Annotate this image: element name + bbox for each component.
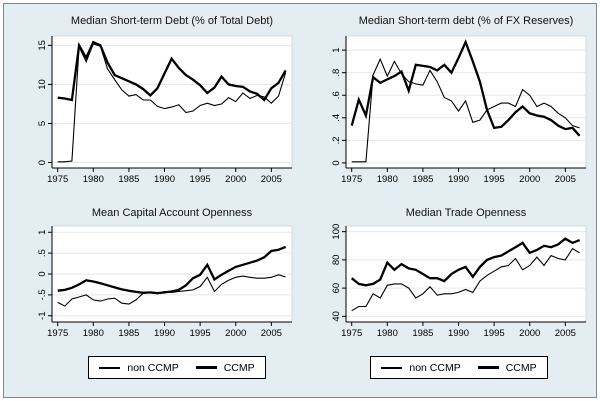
graph-area: Median Short-term Debt (% of Total Debt)… [3, 3, 597, 398]
x-tick-label: 1975 [341, 328, 362, 339]
x-tick-label: 2005 [555, 328, 576, 339]
chart-canvas: -1 -.5 0 .5 1 1975 1980 1985 1990 1995 2000 2005 [37, 225, 293, 339]
y-tick-label: 1 [37, 230, 48, 235]
x-tick-label: 1985 [118, 328, 139, 339]
legend-label-ccmp: CCMP [505, 361, 537, 374]
chart-plot-container: -1 -.5 0 .5 1 1975 1980 1985 1990 1995 2000 2005 [12, 222, 302, 349]
y-tick-label: 60 [331, 283, 342, 294]
x-tick-label: 2005 [555, 174, 576, 185]
series-line-non-ccmp [351, 247, 580, 312]
legend-line-thin-icon [99, 366, 121, 369]
x-tick-label: 2000 [519, 174, 540, 185]
chart-canvas: 0 5 10 15 1975 1980 1985 1990 1995 2000 2005 [37, 35, 293, 185]
y-tick-label: -1 [37, 312, 48, 320]
chart-median-short-term-debt-total: Median Short-term Debt (% of Total Debt)… [12, 12, 302, 203]
x-tick-label: 2000 [225, 328, 246, 339]
y-tick-label: 0 [37, 271, 48, 276]
x-tick-label: 1985 [412, 328, 433, 339]
chart-plot-container: 0 5 10 15 1975 1980 1985 1990 1995 2000 2005 [12, 30, 302, 203]
plot-area [345, 225, 587, 323]
x-tick-label: 1990 [154, 174, 175, 185]
x-tick-label: 1985 [118, 174, 139, 185]
x-tick-label: 1980 [377, 328, 398, 339]
chart-mean-capital-account-openness: Mean Capital Account Openness -1 -.5 0 .5 1 1… [12, 204, 302, 349]
series-line-ccmp [350, 39, 581, 137]
legend-left: non CCMP CCMP [88, 356, 266, 379]
x-tick-label: 1975 [47, 174, 68, 185]
legend-line-thick-icon [195, 366, 217, 369]
x-tick-label: 1990 [154, 328, 175, 339]
chart-canvas: 0 .2 .4 .6 .8 1 1975 1980 1985 1990 1995 2000 2005 [331, 35, 587, 185]
series-line-non-ccmp [351, 57, 580, 163]
x-tick-label: 1995 [190, 174, 211, 185]
x-tick-label: 1980 [377, 174, 398, 185]
chart-plot-container: 0 .2 .4 .6 .8 1 1975 1980 1985 1990 1995 2000 2005 [306, 30, 596, 203]
series-line-ccmp [350, 237, 581, 287]
chart-title: Median Short-term debt (% of FX Reserves… [358, 15, 574, 27]
chart-title: Mean Capital Account Openness [91, 207, 253, 219]
y-tick-label: 1 [331, 47, 342, 52]
x-tick-label: 1995 [484, 174, 505, 185]
y-tick-label: 10 [37, 79, 48, 90]
x-tick-label: 1995 [190, 328, 211, 339]
x-tick-label: 1975 [341, 174, 362, 185]
y-tick-label: .2 [331, 136, 342, 144]
y-tick-label: .6 [331, 91, 342, 99]
series-line-non-ccmp [57, 43, 287, 163]
y-tick-label: 100 [331, 224, 342, 240]
x-tick-label: 1995 [484, 328, 505, 339]
legend-line-thin-icon [381, 366, 403, 369]
y-tick-label: 0 [37, 160, 48, 165]
x-tick-label: 2005 [261, 328, 282, 339]
x-tick-label: 2005 [261, 174, 282, 185]
legend-label-non-ccmp: non CCMP [409, 361, 461, 374]
legend-label-ccmp: CCMP [223, 361, 255, 374]
legend-label-non-ccmp: non CCMP [127, 361, 179, 374]
legend-right: non CCMP CCMP [370, 356, 548, 379]
y-tick-label: .8 [331, 69, 342, 77]
y-tick-label: 0 [331, 160, 342, 165]
x-tick-label: 1990 [448, 328, 469, 339]
y-tick-label: .5 [37, 249, 48, 257]
x-tick-label: 1985 [412, 174, 433, 185]
chart-canvas: 40 60 80 100 1975 1980 1985 1990 1995 2000 2005 [331, 224, 587, 339]
y-tick-label: 80 [331, 255, 342, 266]
y-tick-label: 5 [37, 121, 48, 126]
x-tick-label: 1975 [47, 328, 68, 339]
chart-title: Median Trade Openness [405, 207, 527, 219]
chart-plot-container: 40 60 80 100 1975 1980 1985 1990 1995 2000 2005 [306, 222, 596, 349]
chart-title: Median Short-term Debt (% of Total Debt) [70, 15, 274, 27]
y-tick-label: .4 [331, 114, 342, 122]
series-line-ccmp [57, 40, 287, 102]
chart-median-short-term-debt-fx: Median Short-term debt (% of FX Reserves… [306, 12, 596, 203]
x-tick-label: 1980 [83, 174, 104, 185]
x-tick-label: 1980 [83, 328, 104, 339]
x-tick-label: 2000 [225, 174, 246, 185]
x-tick-label: 2000 [519, 328, 540, 339]
y-tick-label: 15 [37, 40, 48, 51]
legend-line-thick-icon [477, 366, 499, 369]
y-tick-label: -.5 [37, 289, 48, 300]
x-tick-label: 1990 [448, 174, 469, 185]
y-tick-label: 40 [331, 311, 342, 322]
chart-median-trade-openness: Median Trade Openness 40 60 80 100 1975 1980 1… [306, 204, 596, 349]
series-line-ccmp [57, 245, 287, 295]
